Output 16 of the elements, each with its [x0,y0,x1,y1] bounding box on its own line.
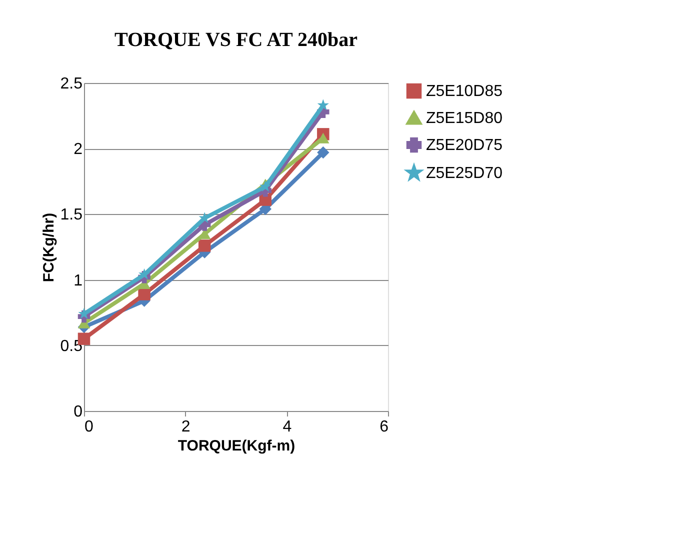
legend-label: Z5E10D85 [426,83,503,100]
x-tick-label: 0 [84,418,94,436]
y-tick-label: 2 [74,141,83,158]
y-tick-label: 2.5 [60,76,83,92]
y-tick-label: 1 [74,272,83,290]
x-axis-title: TORQUE(Kgf-m) [178,438,296,454]
chart-title: TORQUE VS FC AT 240bar [114,29,358,51]
y-tick-label: 0 [74,404,83,420]
x-tick-label: 4 [282,418,292,436]
legend-label: Z5E15D80 [426,110,503,127]
y-tick-label: 1.5 [60,206,83,224]
x-tick-label: 6 [380,418,389,436]
legend-label: Z5E25D70 [426,165,503,182]
x-tick-label: 2 [181,418,190,436]
y-axis-title: FC(Kg/hr) [40,212,58,282]
legend-label: Z5E20D75 [426,137,503,154]
